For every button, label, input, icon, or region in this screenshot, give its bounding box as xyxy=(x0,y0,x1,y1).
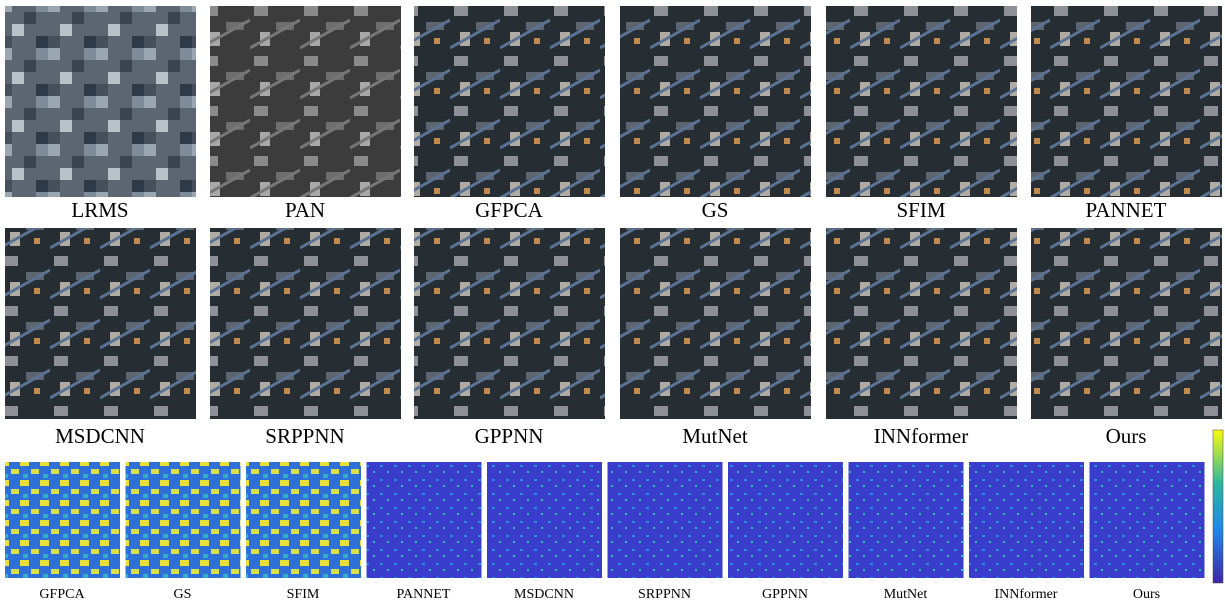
image-label: PAN xyxy=(285,198,325,222)
image-label: GFPCA xyxy=(475,198,544,222)
error-map-label: PANNET xyxy=(397,587,451,602)
image-panel xyxy=(826,6,1017,197)
image-label: INNformer xyxy=(874,424,968,448)
error-map-label: Ours xyxy=(1133,587,1160,602)
error-map xyxy=(487,462,602,578)
error-map-label: MutNet xyxy=(884,587,928,602)
error-map xyxy=(126,462,241,578)
error-map-label: INNformer xyxy=(995,587,1058,602)
error-map-label: GS xyxy=(174,587,192,602)
image-label: SFIM xyxy=(896,198,945,222)
error-map xyxy=(367,462,482,578)
error-map xyxy=(608,462,723,578)
image-label: MSDCNN xyxy=(55,424,145,448)
error-map xyxy=(246,462,361,578)
error-map-label: MSDCNN xyxy=(514,587,574,602)
error-map xyxy=(1090,462,1205,578)
error-map-label: SFIM xyxy=(287,587,320,602)
error-map xyxy=(849,462,964,578)
error-map-label: GPPNN xyxy=(762,587,808,602)
error-map-label: GFPCA xyxy=(39,587,85,602)
image-panel xyxy=(620,6,811,197)
image-panel xyxy=(826,228,1017,419)
image-panel xyxy=(1031,6,1222,197)
error-map xyxy=(728,462,843,578)
image-label: LRMS xyxy=(71,198,128,222)
image-label: SRPPNN xyxy=(265,424,344,448)
image-panel xyxy=(414,228,605,419)
image-label: Ours xyxy=(1106,424,1147,448)
image-label: GS xyxy=(702,198,729,222)
colorbar xyxy=(1213,430,1223,583)
image-label: PANNET xyxy=(1086,198,1167,222)
error-map xyxy=(5,462,120,578)
figure: LRMS PAN GFPCA GS SFIM PANNET MSDCNN SRPPNN GPPN… xyxy=(0,0,1225,604)
image-label: MutNet xyxy=(682,424,747,448)
image-panel xyxy=(5,6,196,197)
image-panel xyxy=(414,6,605,197)
image-panel xyxy=(1031,228,1222,419)
image-panel xyxy=(620,228,811,419)
image-label: GPPNN xyxy=(475,424,544,448)
image-panel xyxy=(210,6,401,197)
image-panel xyxy=(5,228,196,419)
error-map xyxy=(969,462,1084,578)
error-map-label: SRPPNN xyxy=(638,587,691,602)
image-panel xyxy=(210,228,401,419)
